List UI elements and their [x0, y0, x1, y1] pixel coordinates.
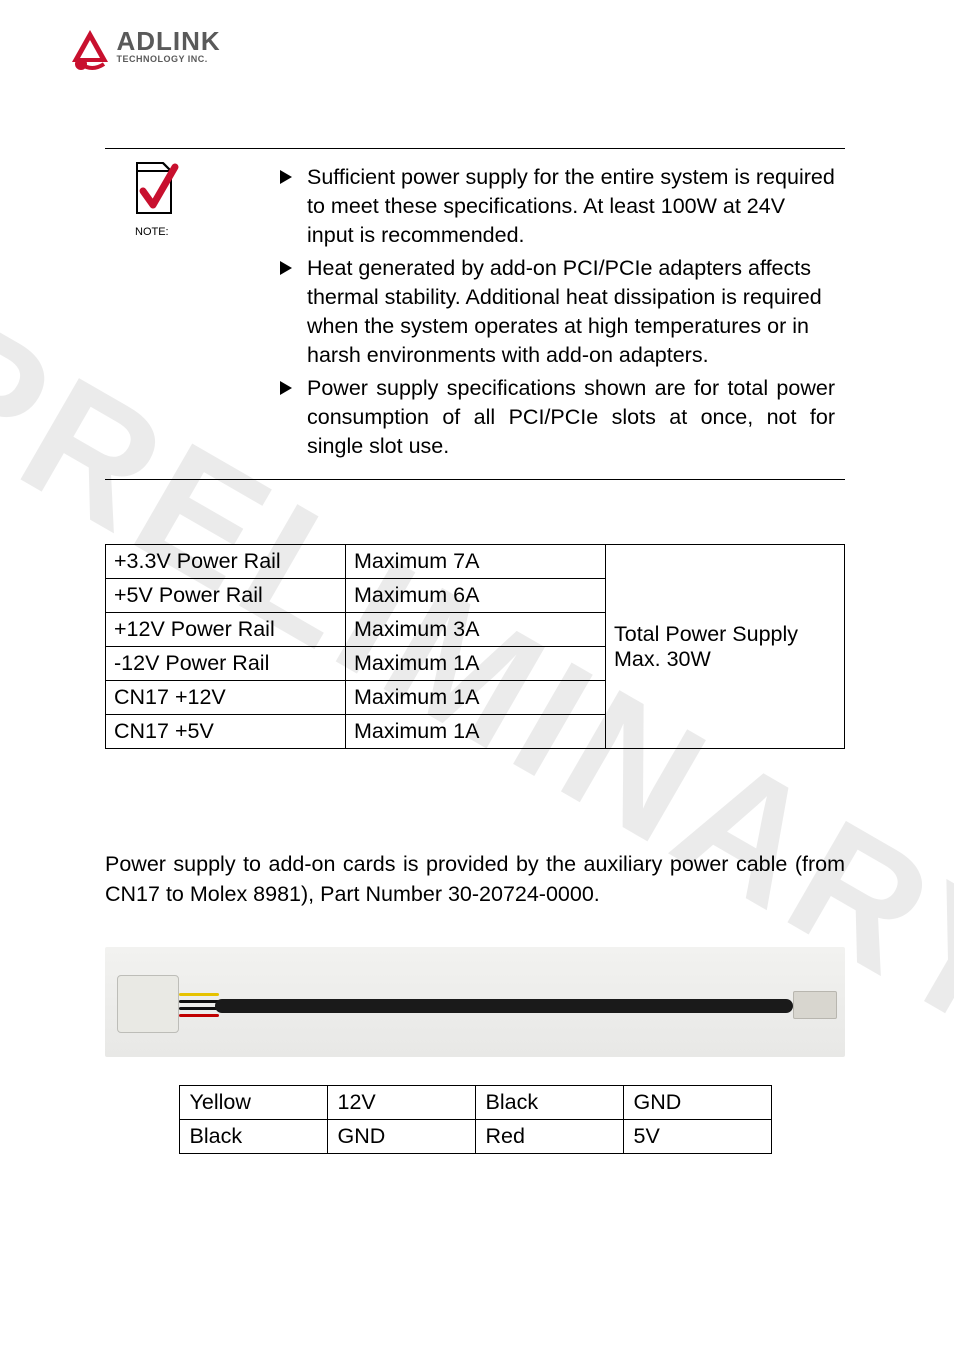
note-label: NOTE: [135, 226, 245, 238]
wire-bundle-icon [179, 991, 219, 1019]
rail-name-cell: +5V Power Rail [106, 579, 346, 613]
pin-cell: GND [327, 1120, 475, 1154]
header-connector-icon [793, 991, 837, 1019]
note-bullet: Heat generated by add-on PCI/PCIe adapte… [279, 254, 835, 370]
rail-name-cell: +12V Power Rail [106, 613, 346, 647]
brand-logo: ADLINK TECHNOLOGY INC. [70, 28, 221, 81]
note-bullet: Sufficient power supply for the entire s… [279, 163, 835, 250]
total-supply-line2: Max. 30W [614, 647, 711, 671]
note-check-icon [129, 161, 245, 224]
triangle-bullet-icon [279, 380, 293, 401]
pin-cell: Black [179, 1120, 327, 1154]
pin-cell: Black [475, 1086, 623, 1120]
wire [179, 1000, 219, 1003]
logo-mark-icon [70, 28, 110, 81]
wire [179, 1007, 219, 1010]
table-row: +3.3V Power Rail Maximum 7A Total Power … [106, 545, 845, 579]
note-bullet-text: Heat generated by add-on PCI/PCIe adapte… [307, 254, 835, 370]
table-row: Black GND Red 5V [179, 1120, 771, 1154]
note-bullet-text: Power supply specifications shown are fo… [307, 374, 835, 461]
wire [179, 1014, 219, 1017]
rail-name-cell: CN17 +12V [106, 681, 346, 715]
note-bullet-text: Sufficient power supply for the entire s… [307, 163, 835, 250]
rail-max-cell: Maximum 7A [346, 545, 606, 579]
pin-cell: GND [623, 1086, 771, 1120]
rail-max-cell: Maximum 1A [346, 715, 606, 749]
pin-cell: Yellow [179, 1086, 327, 1120]
rail-name-cell: CN17 +5V [106, 715, 346, 749]
logo-main-text: ADLINK [116, 28, 220, 54]
cable-body-icon [215, 999, 793, 1013]
rail-max-cell: Maximum 1A [346, 647, 606, 681]
triangle-bullet-icon [279, 260, 293, 281]
rail-max-cell: Maximum 6A [346, 579, 606, 613]
rail-max-cell: Maximum 3A [346, 613, 606, 647]
logo-sub-text: TECHNOLOGY INC. [116, 54, 220, 64]
table-row: Yellow 12V Black GND [179, 1086, 771, 1120]
rail-name-cell: +3.3V Power Rail [106, 545, 346, 579]
note-bullet: Power supply specifications shown are fo… [279, 374, 835, 461]
rail-max-cell: Maximum 1A [346, 681, 606, 715]
rail-name-cell: -12V Power Rail [106, 647, 346, 681]
auxiliary-cable-text: Power supply to add-on cards is provided… [105, 849, 845, 909]
pin-cell: 12V [327, 1086, 475, 1120]
cable-photo [105, 947, 845, 1057]
triangle-bullet-icon [279, 169, 293, 190]
total-supply-line1: Total Power Supply [614, 622, 798, 646]
pin-cell: Red [475, 1120, 623, 1154]
molex-connector-icon [117, 975, 179, 1033]
power-rail-table: +3.3V Power Rail Maximum 7A Total Power … [105, 544, 845, 749]
pinout-table: Yellow 12V Black GND Black GND Red 5V [179, 1085, 772, 1154]
pin-cell: 5V [623, 1120, 771, 1154]
total-supply-cell: Total Power Supply Max. 30W [606, 545, 845, 749]
note-block: NOTE: Sufficient power supply for the en… [105, 148, 845, 480]
wire [179, 993, 219, 996]
